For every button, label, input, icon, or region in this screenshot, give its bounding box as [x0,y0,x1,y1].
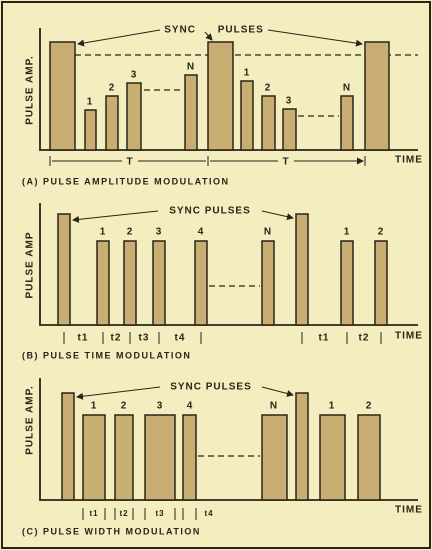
interval-label: t2 [111,333,122,344]
arrow [204,31,213,41]
pulse-label: 3 [157,401,164,412]
interval-ticks [63,332,382,344]
arrow [261,210,294,221]
y-label: PULSE AMP. [25,55,36,124]
period-label: T [282,157,289,168]
pulse-label: 2 [127,227,134,238]
pulse-label: N [343,83,351,94]
sync-pulse [57,213,71,326]
pulse-label: 4 [198,227,205,238]
interval-ticks [82,508,197,520]
pulse [82,414,106,501]
interval-label: t4 [204,509,213,518]
pulse [123,240,137,326]
pulse [282,108,297,151]
interval-label: t4 [175,333,186,344]
pulse [126,82,142,151]
pulse-label: 1 [100,227,107,238]
pulse [184,74,198,151]
sync-pulse [295,392,309,501]
arrow [76,386,161,400]
pulse-label: 2 [121,401,128,412]
sync-label: SYNC PULSES [170,382,252,393]
caption: (A) PULSE AMPLITUDE MODULATION [22,176,230,186]
pulse [96,240,110,326]
sync-label: SYNC PULSES [164,25,264,36]
pulse-label: 1 [91,401,98,412]
axes [39,378,418,501]
interval-label: t1 [78,333,89,344]
pulse-label: 3 [286,96,293,107]
pulse [261,95,276,151]
caption: (C) PULSE WIDTH MODULATION [22,526,201,536]
pulse-label: N [187,62,195,73]
sync-pulse [207,41,234,151]
y-label: PULSE AMP. [25,385,36,454]
pulse-label: N [270,401,278,412]
arrow [77,29,161,47]
pulse [319,414,346,501]
pulse-label: N [264,227,272,238]
sync-pulse [61,392,75,501]
pulse-label: 2 [378,227,385,238]
x-label: TIME [395,331,423,342]
panel-c: SYNC PULSES PULSE AMP. TIME 1 2 3 4 N 1 … [22,378,423,536]
pulse-label: 1 [244,68,251,79]
pulse-label: 3 [131,70,138,81]
pulse [84,109,97,151]
interval-label: t2 [359,333,370,344]
pulse [261,414,288,501]
sync-pulse [49,41,76,151]
arrow [72,210,159,223]
pulse-label: 4 [187,401,194,412]
pulse-label: 1 [344,227,351,238]
arrow [267,29,363,47]
pulse [340,240,354,326]
panel-b: SYNC PULSES PULSE AMP TIME 1 2 3 4 N 1 2… [22,203,423,360]
pulse-label: 2 [265,83,272,94]
pulse-label: 3 [156,227,163,238]
axes [39,203,418,326]
pulse [357,414,381,501]
period-label: T [126,157,133,168]
caption: (B) PULSE TIME MODULATION [22,350,191,360]
interval-label: t1 [319,333,330,344]
y-label: PULSE AMP [25,232,36,299]
sync-pulse [295,213,309,326]
pulse [182,414,197,501]
pulse-label: 1 [329,401,336,412]
pulse [240,80,254,151]
pulse [261,240,275,326]
pulse [114,414,134,501]
pulse [374,240,388,326]
sync-label: SYNC PULSES [169,206,251,217]
interval-label: t2 [119,509,128,518]
pulse [340,95,354,151]
pulse [194,240,208,326]
x-label: TIME [395,155,423,166]
pulse-label: 2 [109,83,116,94]
interval-label: t1 [89,509,98,518]
arrow [261,386,294,397]
pulse-label: 2 [366,401,373,412]
sync-pulse [364,41,390,151]
x-label: TIME [395,505,423,516]
pulse [105,95,119,151]
interval-label: t3 [139,333,150,344]
panel-a: SYNC PULSES PULSE AMP. TIME 1 2 3 N 1 2 … [22,25,423,187]
interval-label: t3 [155,509,164,518]
pulse [152,240,166,326]
pulse [144,414,176,501]
pulse-label: 1 [87,97,94,108]
